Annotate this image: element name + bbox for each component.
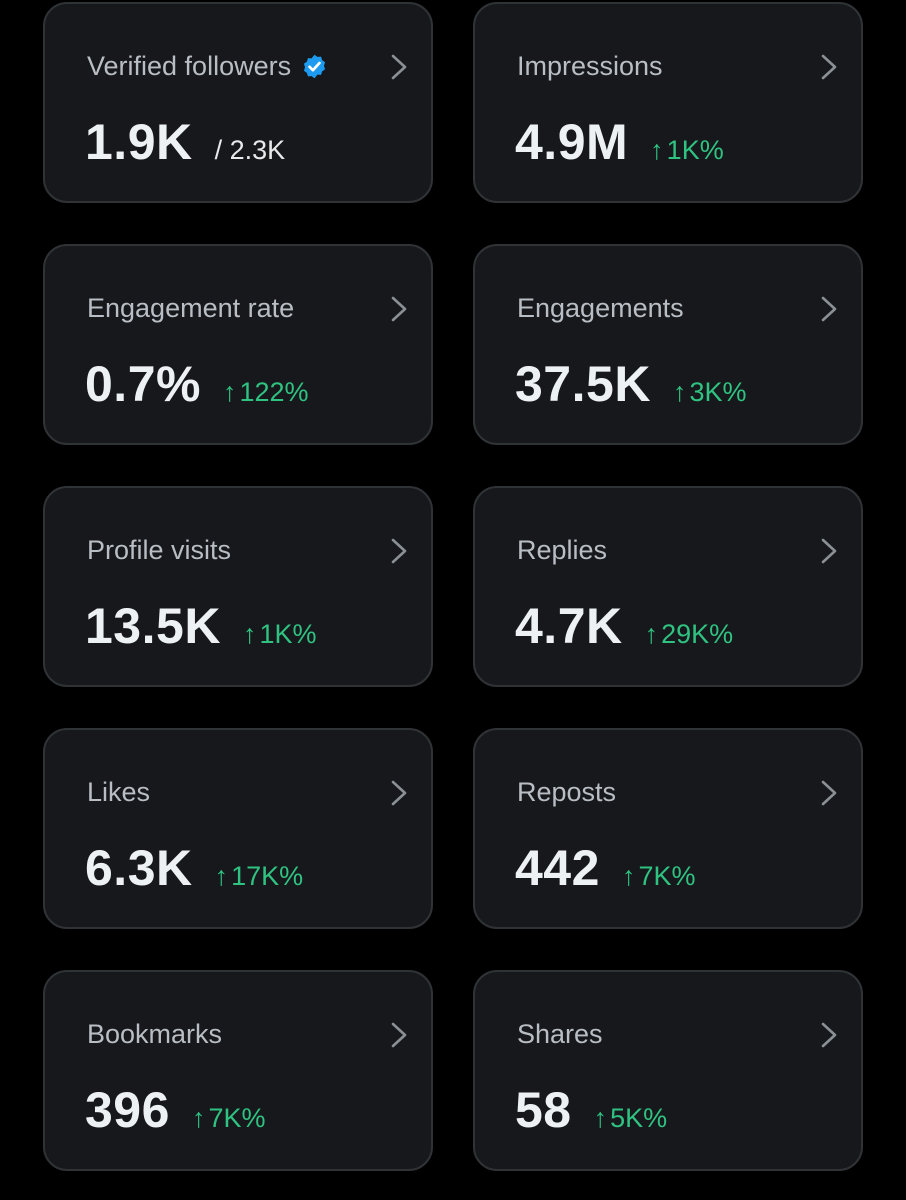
card-impressions[interactable]: Impressions 4.9M ↑ 1K% — [473, 2, 863, 203]
metric-change: ↑ 1K% — [243, 619, 317, 650]
change-percent: 7K% — [638, 861, 696, 891]
chevron-right-icon — [391, 1022, 407, 1048]
metric-change: ↑ 17K% — [215, 861, 304, 892]
arrow-up-icon: ↑ — [214, 861, 229, 891]
metric-total: / 2.3K — [214, 135, 286, 165]
metric-row: 0.7% ↑ 122% — [85, 354, 309, 414]
arrow-up-icon: ↑ — [621, 861, 636, 891]
metric-row: 396 ↑ 7K% — [85, 1080, 265, 1140]
metric-row: 4.7K ↑ 29K% — [515, 596, 733, 656]
metric-row: 58 ↑ 5K% — [515, 1080, 667, 1140]
metric-value: 1.9K — [85, 114, 193, 170]
change-percent: 7K% — [208, 1103, 266, 1133]
card-label: Likes — [87, 777, 151, 807]
card-profile-visits[interactable]: Profile visits 13.5K ↑ 1K% — [43, 486, 433, 687]
card-label-container: Verified followers — [87, 48, 328, 84]
change-percent: 122% — [239, 377, 309, 407]
change-percent: 1K% — [666, 135, 724, 165]
card-engagement-rate[interactable]: Engagement rate 0.7% ↑ 122% — [43, 244, 433, 445]
metric-change: ↑ 29K% — [645, 619, 734, 650]
arrow-up-icon: ↑ — [242, 619, 257, 649]
arrow-up-icon: ↑ — [222, 377, 237, 407]
card-label-container: Engagements — [517, 290, 684, 326]
arrow-up-icon: ↑ — [593, 1103, 608, 1133]
chevron-right-icon — [391, 54, 407, 80]
chevron-right-icon — [391, 538, 407, 564]
chevron-right-icon — [821, 538, 837, 564]
chevron-right-icon — [821, 1022, 837, 1048]
card-replies[interactable]: Replies 4.7K ↑ 29K% — [473, 486, 863, 687]
metric-row: 13.5K ↑ 1K% — [85, 596, 316, 656]
card-label: Shares — [517, 1019, 603, 1049]
arrow-up-icon: ↑ — [650, 135, 664, 165]
card-label-container: Likes — [87, 774, 150, 810]
card-label-container: Replies — [517, 532, 607, 568]
card-bookmarks[interactable]: Bookmarks 396 ↑ 7K% — [43, 970, 433, 1171]
metric-row: 1.9K / 2.3K — [85, 112, 285, 172]
metric-row: 442 ↑ 7K% — [515, 838, 695, 898]
change-percent: 29K% — [661, 619, 734, 649]
metric-row: 4.9M ↑ 1K% — [515, 112, 724, 172]
metric-value: 442 — [515, 840, 600, 896]
change-percent: 17K% — [231, 861, 304, 891]
verified-badge-icon — [304, 54, 326, 78]
metric-value: 4.9M — [515, 114, 629, 170]
card-label: Verified followers — [87, 51, 292, 81]
change-percent: 3K% — [689, 377, 747, 407]
change-percent: 5K% — [610, 1103, 668, 1133]
metric-change: ↑ 1K% — [650, 135, 724, 166]
card-label: Engagements — [517, 293, 684, 323]
card-label: Replies — [517, 535, 608, 565]
metric-value: 58 — [515, 1082, 572, 1138]
card-label: Profile visits — [87, 535, 232, 565]
card-label-container: Reposts — [517, 774, 616, 810]
metric-value: 13.5K — [85, 598, 221, 654]
card-label: Engagement rate — [87, 293, 295, 323]
card-shares[interactable]: Shares 58 ↑ 5K% — [473, 970, 863, 1171]
metric-value: 37.5K — [515, 356, 651, 412]
change-percent: 1K% — [259, 619, 317, 649]
card-verified-followers[interactable]: Verified followers 1.9K / 2.3K — [43, 2, 433, 203]
metric-value: 6.3K — [85, 840, 193, 896]
arrow-up-icon: ↑ — [672, 377, 687, 407]
card-label: Reposts — [517, 777, 617, 807]
card-label: Impressions — [517, 51, 663, 81]
chevron-right-icon — [391, 780, 407, 806]
chevron-right-icon — [391, 296, 407, 322]
card-likes[interactable]: Likes 6.3K ↑ 17K% — [43, 728, 433, 929]
card-label-container: Profile visits — [87, 532, 231, 568]
card-label-container: Shares — [517, 1016, 603, 1052]
chevron-right-icon — [821, 54, 837, 80]
metric-change: ↑ 3K% — [673, 377, 747, 408]
metrics-grid: Verified followers 1.9K / 2.3K Impressio… — [43, 2, 863, 1171]
metric-value: 4.7K — [515, 598, 623, 654]
chevron-right-icon — [821, 780, 837, 806]
metric-value: 396 — [85, 1082, 170, 1138]
metric-change: ↑ 7K% — [192, 1103, 266, 1134]
arrow-up-icon: ↑ — [191, 1103, 206, 1133]
metric-change: ↑ 7K% — [622, 861, 696, 892]
card-label-container: Bookmarks — [87, 1016, 222, 1052]
card-reposts[interactable]: Reposts 442 ↑ 7K% — [473, 728, 863, 929]
metric-row: 6.3K ↑ 17K% — [85, 838, 303, 898]
card-engagements[interactable]: Engagements 37.5K ↑ 3K% — [473, 244, 863, 445]
card-label: Bookmarks — [87, 1019, 223, 1049]
metric-change: ↑ 5K% — [594, 1103, 668, 1134]
chevron-right-icon — [821, 296, 837, 322]
card-label-container: Impressions — [517, 48, 663, 84]
metric-change: ↑ 122% — [223, 377, 309, 408]
arrow-up-icon: ↑ — [644, 619, 659, 649]
metric-row: 37.5K ↑ 3K% — [515, 354, 746, 414]
metric-value: 0.7% — [85, 356, 201, 412]
card-label-container: Engagement rate — [87, 290, 294, 326]
